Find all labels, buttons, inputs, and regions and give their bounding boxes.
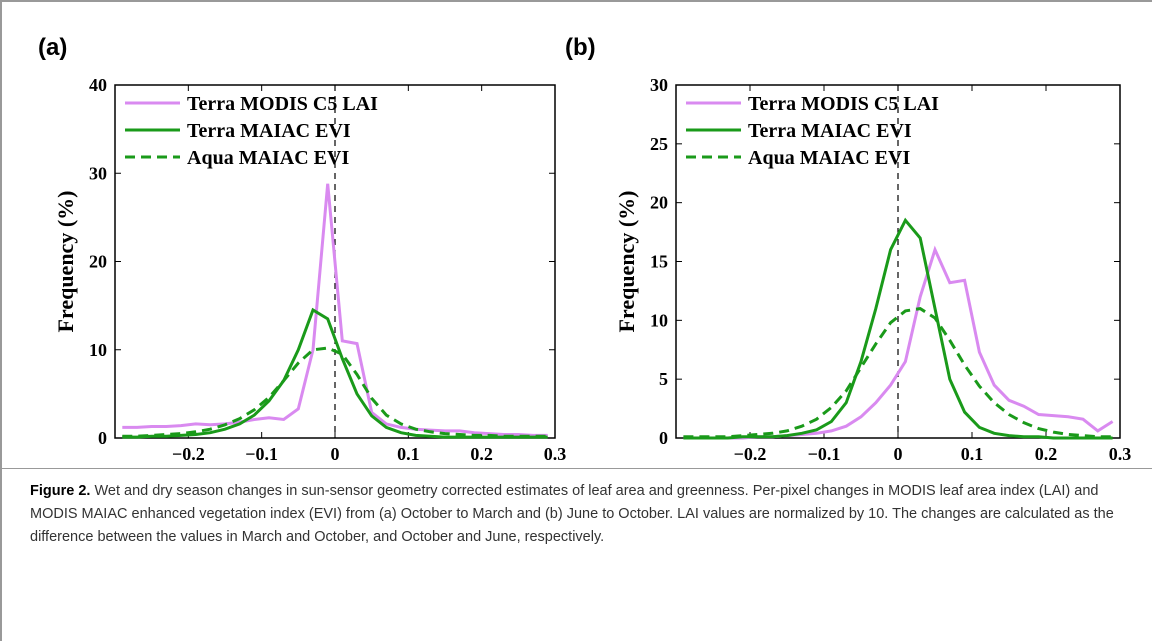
- x-tick-label: 0: [894, 444, 903, 464]
- separator: [0, 468, 1152, 469]
- series-line: [683, 217, 1113, 440]
- caption-text: Wet and dry season changes in sun-sensor…: [30, 483, 1114, 545]
- x-tick-label: −0.2: [734, 444, 767, 464]
- y-tick-label: 0: [98, 428, 107, 448]
- x-tick-label: 0: [331, 444, 340, 464]
- series-line: [122, 307, 548, 439]
- x-tick-label: −0.2: [172, 444, 205, 464]
- y-axis-label: Frequency (%): [614, 191, 639, 333]
- series-line: [683, 307, 1113, 439]
- y-tick-label: 5: [659, 369, 668, 389]
- panel-label: (a): [38, 34, 67, 61]
- series-line: [122, 346, 548, 438]
- series-line: [122, 183, 548, 437]
- y-axis-label: Frequency (%): [53, 191, 78, 333]
- x-tick-label: 0.2: [470, 444, 493, 464]
- y-tick-label: 20: [650, 193, 668, 213]
- y-tick-label: 25: [650, 134, 668, 154]
- caption-label: Figure 2.: [30, 483, 91, 499]
- x-axis-label: Change from June to October: [758, 468, 1039, 470]
- x-tick-label: 0.2: [1035, 444, 1058, 464]
- y-tick-label: 10: [650, 310, 668, 330]
- legend-label: Terra MAIAC EVI: [748, 120, 912, 142]
- legend-label: Aqua MAIAC EVI: [187, 147, 349, 169]
- legend-label: Terra MODIS C5 LAI: [187, 93, 378, 115]
- figure: (a) 0 10 20 30 40 −0.2 −0.1 0 0.1 0.2 0.3 Change fro…: [38, 34, 1132, 470]
- y-tick-label: 0: [659, 428, 668, 448]
- x-tick-label: 0.3: [544, 444, 567, 464]
- legend-label: Terra MODIS C5 LAI: [748, 93, 939, 115]
- caption: Figure 2. Wet and dry season changes in …: [30, 480, 1120, 549]
- legend-label: Aqua MAIAC EVI: [748, 147, 910, 169]
- legend-label: Terra MAIAC EVI: [187, 120, 351, 142]
- x-tick-label: −0.1: [245, 444, 278, 464]
- y-tick-label: 15: [650, 252, 668, 272]
- x-tick-label: 0.3: [1109, 444, 1132, 464]
- y-tick-label: 40: [89, 75, 107, 95]
- panel-label: (b): [565, 34, 596, 61]
- x-tick-label: −0.1: [808, 444, 841, 464]
- y-tick-label: 30: [650, 75, 668, 95]
- y-tick-label: 10: [89, 340, 107, 360]
- x-tick-label: 0.1: [961, 444, 984, 464]
- y-tick-label: 30: [89, 163, 107, 183]
- x-tick-label: 0.1: [397, 444, 420, 464]
- y-tick-label: 20: [89, 252, 107, 272]
- x-axis-label: Change from October to March: [186, 468, 484, 470]
